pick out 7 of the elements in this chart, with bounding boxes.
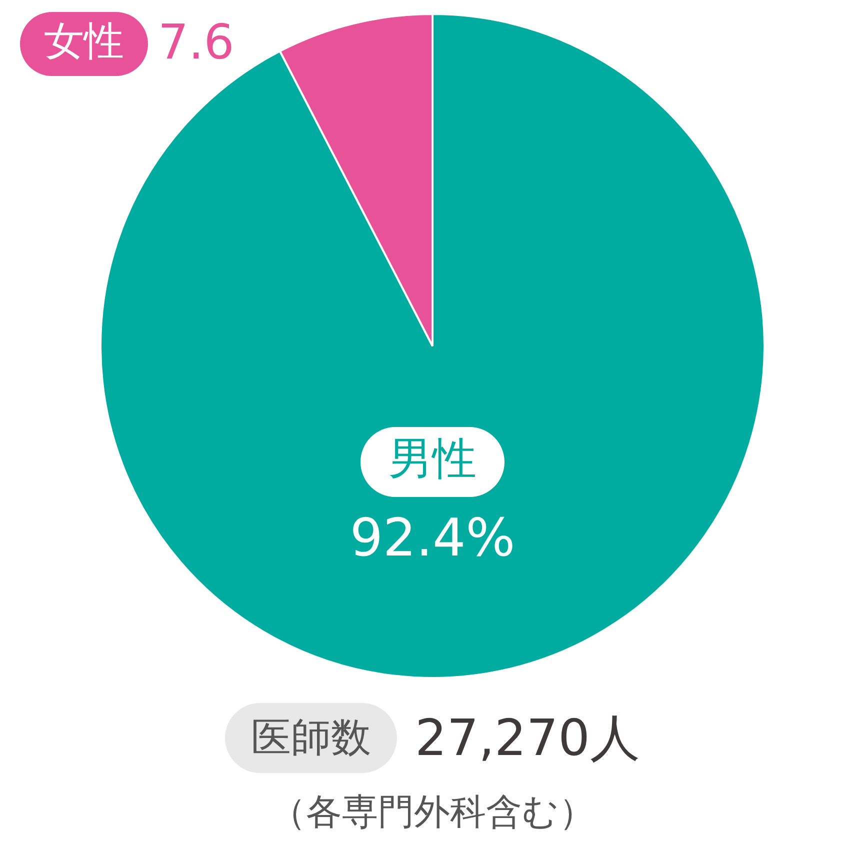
data-label: 92.4% — [350, 508, 516, 569]
data-label: 7.6 — [158, 14, 234, 70]
text: （各専門外科含む） — [270, 791, 595, 835]
text: 27,270人 — [415, 708, 640, 768]
text: 医師数 — [225, 703, 398, 773]
slice-label: 男性 — [388, 433, 476, 484]
slice-label: 女性 — [44, 18, 124, 64]
